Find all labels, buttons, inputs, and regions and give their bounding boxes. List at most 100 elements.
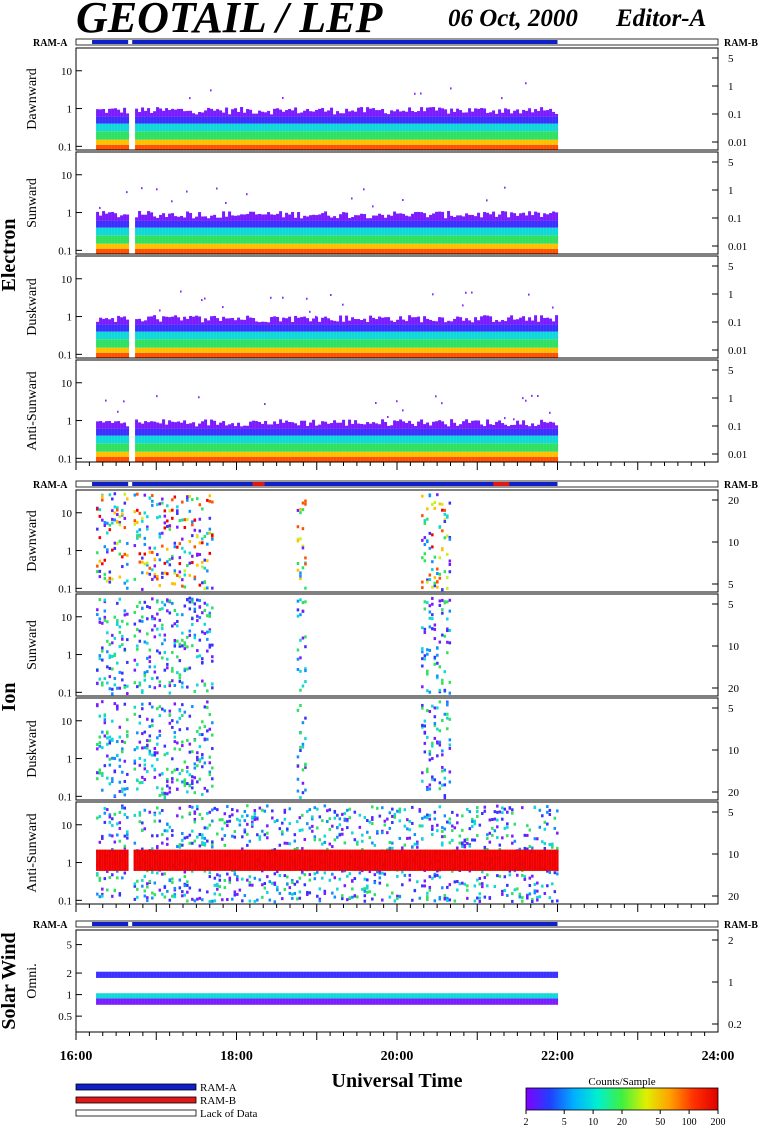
right-tick-label: 10 [728,641,740,653]
right-tick-label: 5 [728,807,734,819]
panel-frame [75,697,719,801]
y-tick-label: 1 [67,416,73,428]
lack-of-data-interval [128,922,133,926]
y-tick-label: 10 [61,378,73,390]
heatmap-cells [96,82,559,150]
right-tick-label: 0.01 [728,345,747,357]
panel-frame [75,47,719,151]
right-tick-label: 20 [728,495,740,507]
right-tick-label: 5 [728,53,734,65]
y-tick-label: 0.1 [58,245,72,257]
right-tick-label: 1 [728,81,734,93]
y-tick-label: 1 [67,312,73,324]
heatmap-cells [96,804,559,904]
panel-label: Sunward [25,178,40,228]
colorbar-tick-label: 50 [655,1117,665,1128]
panel-label: Sunward [25,620,40,670]
panel-label: Duskward [25,720,40,778]
y-tick-label: 0.1 [58,141,72,153]
panel-frame [75,489,719,593]
right-tick-label: 0.01 [728,137,747,149]
group-ion: RAM-A RAM-B Ion 0.1 1 10 20 10 5 Dawnward 0.1 1 10 5 1… [0,480,758,912]
right-tick-label: 0.01 [728,241,747,253]
colorbar-tick-label: 2 [524,1117,529,1128]
right-tick-label: 0.1 [728,421,742,433]
y-tick-label: 10 [61,716,73,728]
panel-frame [75,593,719,697]
x-tick-label: 24:00 [702,1049,735,1064]
right-tick-label: 0.1 [728,317,742,329]
right-tick-label: 0.1 [728,213,742,225]
legend-item: RAM-B [200,1095,236,1107]
colorbar-tick-label: 200 [711,1117,726,1128]
y-tick-label: 1 [67,858,73,870]
colorbar: Counts/Sample 2 5 10 20 50 100 200 [524,1076,726,1128]
legend-item: Lack of Data [200,1108,258,1120]
panel-frame [75,929,719,1033]
group-electron: RAM-A RAM-B Electron 0.1 1 10 5 1 0.1 0.01 Dawnwar… [0,38,758,470]
y-tick-label: 0.1 [58,791,72,803]
ram-a-label: RAM-A [33,38,68,49]
x-tick-label: 22:00 [541,1049,574,1064]
right-tick-label: 5 [728,703,734,715]
y-tick-label: 1 [67,754,73,766]
heatmap-cells [96,186,559,254]
y-tick-label: 5 [67,940,73,952]
x-tick-label: 20:00 [381,1049,414,1064]
colorbar-tick-label: 5 [562,1117,567,1128]
right-tick-label: 1 [728,289,734,301]
ram-b-interval [252,482,265,486]
colorbar-tick-label: 20 [617,1117,627,1128]
y-tick-label: 1 [67,208,73,220]
panel-electron-sunward: 0.1 1 10 5 1 0.1 0.01 Sunward [25,151,747,257]
panel-frame [75,255,719,359]
panel-electron-anti-sunward: 0.1 1 10 5 1 0.1 0.01 Anti-Sunward [25,359,747,465]
colorbar-tick-label: 100 [682,1117,697,1128]
panel-ion-anti-sunward: 0.1 1 10 5 10 20 Anti-Sunward [25,801,740,907]
right-tick-label: 20 [728,891,740,903]
right-tick-label: 10 [728,745,740,757]
heatmap-cells [96,492,452,592]
y-tick-label: 10 [61,612,73,624]
legend-swatch [75,1083,197,1091]
right-tick-label: 5 [728,599,734,611]
group-label: Solar Wind [0,932,20,1029]
panel-solar-wind-omni-: 0.5 1 2 5 2 1 0.2 Omni. [25,929,742,1033]
right-tick-label: 5 [728,157,734,169]
y-tick-label: 1 [67,104,73,116]
group-label: Electron [0,219,20,292]
panel-label: Duskward [25,278,40,336]
panel-label: Dawnward [25,510,40,571]
ram-b-label: RAM-B [724,480,758,491]
panel-ion-sunward: 0.1 1 10 5 10 20 Sunward [25,593,740,699]
colorbar-gradient [525,1087,719,1111]
group-label: Ion [0,683,20,712]
y-tick-label: 0.1 [58,895,72,907]
right-tick-label: 1 [728,977,734,989]
right-tick-label: 0.01 [728,449,747,461]
right-tick-label: 0.1 [728,109,742,121]
group-solar-wind: RAM-A RAM-B Solar Wind 0.5 1 2 5 2 1 0.2 Omni. [0,920,758,1040]
ram-a-label: RAM-A [33,920,68,931]
colorbar-title: Counts/Sample [588,1076,655,1088]
heatmap-cells [96,290,559,358]
legend-item: RAM-A [200,1082,237,1094]
y-tick-label: 10 [61,820,73,832]
panel-label: Anti-Sunward [25,813,40,892]
right-tick-label: 1 [728,393,734,405]
y-tick-label: 10 [61,170,73,182]
panel-ion-duskward: 0.1 1 10 5 10 20 Duskward [25,697,740,803]
legend-swatch [75,1096,197,1104]
y-tick-label: 0.1 [58,453,72,465]
ram-a-interval [92,482,558,486]
ram-a-interval [92,40,558,44]
heatmap-cells [96,700,452,800]
panel-ion-dawnward: 0.1 1 10 20 10 5 Dawnward [25,489,740,595]
panels-layer: RAM-A RAM-B Electron 0.1 1 10 5 1 0.1 0.01 Dawnwar… [0,38,758,1040]
heatmap-cells [96,971,559,1005]
page-title: GEOTAIL / LEP [76,0,384,42]
right-tick-label: 10 [728,537,740,549]
y-tick-label: 2 [67,968,73,980]
right-tick-label: 0.2 [728,1019,742,1031]
